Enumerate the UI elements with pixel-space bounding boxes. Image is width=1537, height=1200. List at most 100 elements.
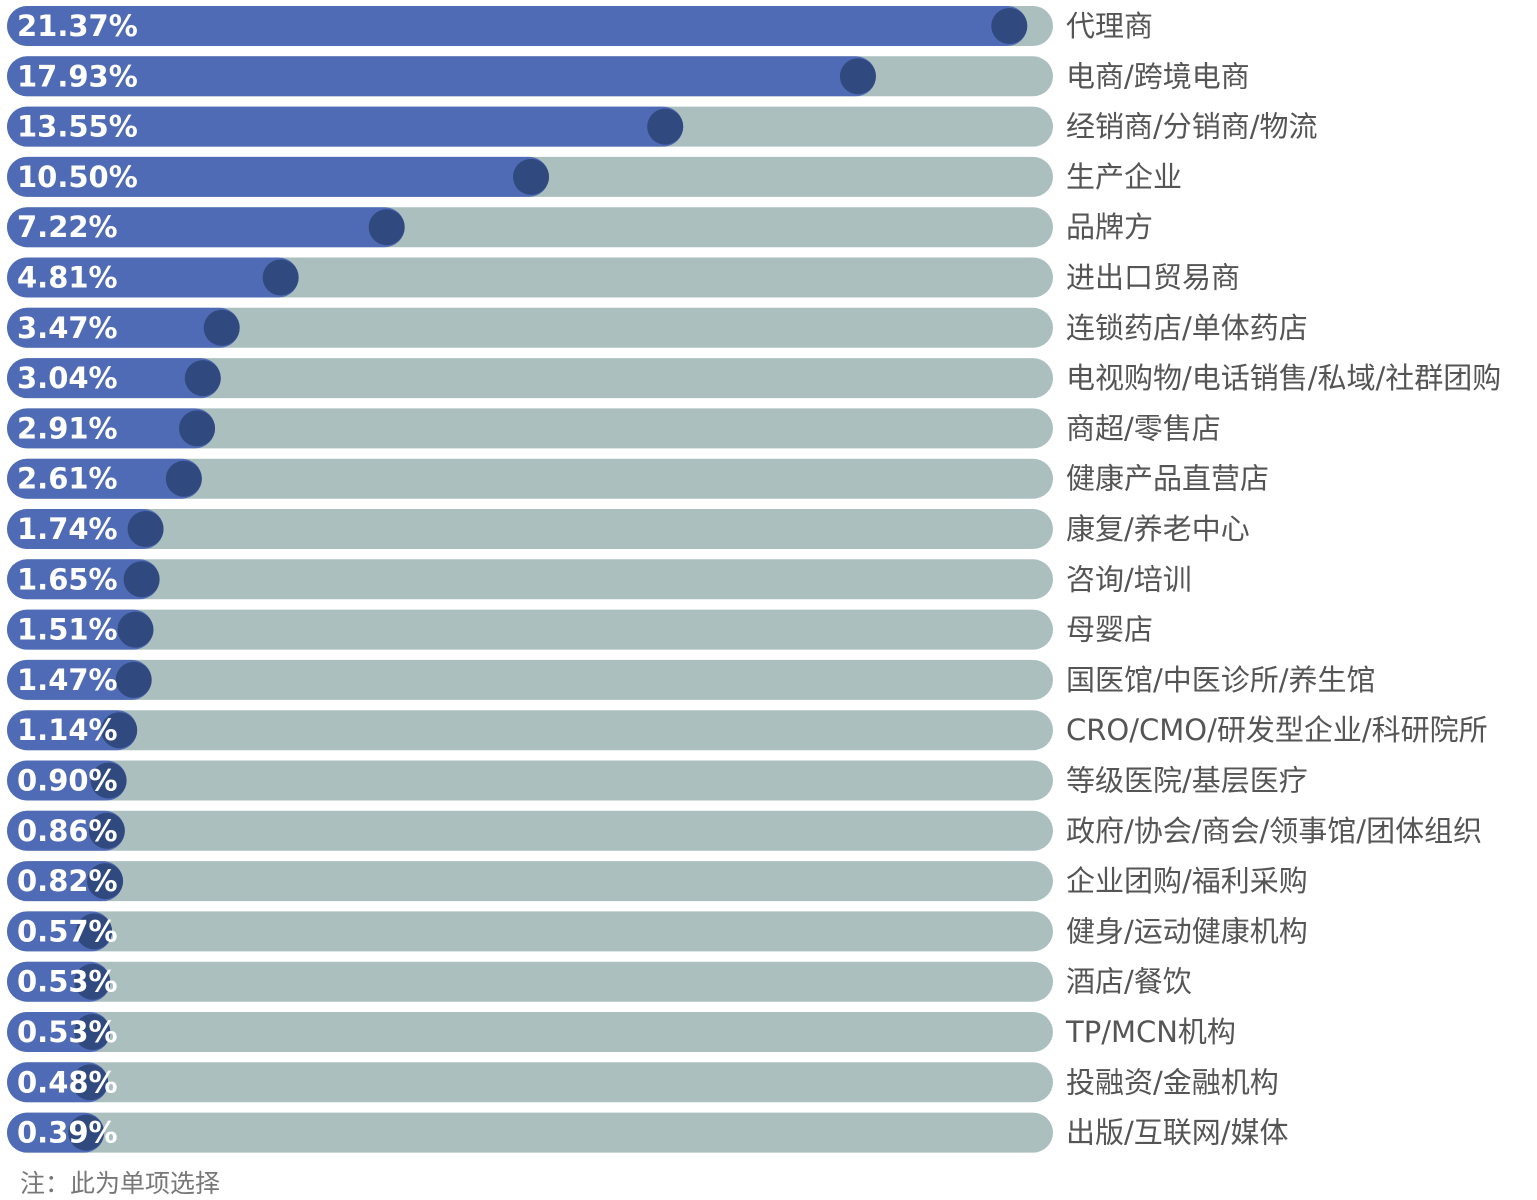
bar-track	[7, 509, 1053, 549]
bar-value-label: 3.04%	[17, 361, 118, 395]
bar-value-label: 0.53%	[17, 965, 118, 999]
bar-fill	[7, 56, 876, 97]
category-label: 康复/养老中心	[1066, 512, 1250, 546]
bar-value-label: 2.61%	[17, 462, 118, 496]
category-label: 出版/互联网/媒体	[1066, 1116, 1289, 1150]
bar-value-label: 17.93%	[17, 59, 138, 93]
bar-track	[7, 307, 1053, 348]
bar-end-marker	[839, 58, 876, 95]
bar-track	[7, 1112, 1053, 1153]
bar-value-label: 7.22%	[17, 210, 118, 244]
category-label: 电视购物/电话销售/私域/社群团购	[1066, 361, 1501, 395]
bar-track	[7, 810, 1053, 851]
category-label: 企业团购/福利采购	[1066, 864, 1308, 898]
category-label: 进出口贸易商	[1066, 261, 1240, 295]
bar-value-label: 2.91%	[17, 411, 118, 445]
bar-fill	[7, 156, 549, 197]
bar-fill	[7, 659, 152, 700]
bar-end-marker	[68, 1114, 105, 1151]
category-label: 连锁药店/单体药店	[1066, 311, 1308, 345]
category-label: 品牌方	[1066, 210, 1153, 244]
bar-end-marker	[991, 8, 1028, 44]
bar-fill	[7, 307, 240, 348]
bar-fill	[7, 106, 684, 147]
category-label: 咨询/培训	[1066, 562, 1192, 596]
bar-end-marker	[115, 661, 152, 698]
bar-value-label: 0.82%	[17, 864, 118, 898]
category-label: 国医馆/中医诊所/养生馆	[1066, 663, 1376, 697]
bar-chart: 21.37% 代理商 17.93% 电商/跨境电商 13.55% 经销商/分销商/物流 10…	[7, 6, 1501, 1153]
bar-value-label: 0.90%	[17, 764, 118, 798]
bar-value-label: 0.48%	[17, 1065, 118, 1099]
bar-end-marker	[647, 108, 684, 145]
category-label: 商超/零售店	[1066, 411, 1221, 445]
bar-track	[7, 659, 1053, 700]
category-label: 酒店/餐饮	[1066, 965, 1192, 999]
category-label: 电商/跨境电商	[1066, 59, 1250, 93]
bar-end-marker	[184, 360, 221, 397]
category-label: 健身/运动健康机构	[1066, 914, 1308, 948]
bar-end-marker	[74, 1014, 111, 1050]
category-label: 母婴店	[1066, 613, 1153, 647]
bar-fill	[7, 6, 1028, 46]
category-label: TP/MCN机构	[1065, 1015, 1236, 1049]
category-label: 等级医院/基层医疗	[1066, 764, 1308, 798]
bar-track	[7, 458, 1053, 499]
bar-value-label: 10.50%	[17, 160, 138, 194]
bar-end-marker	[87, 863, 124, 900]
category-label: 健康产品直营店	[1066, 462, 1269, 496]
bar-track	[7, 760, 1053, 801]
category-label: CRO/CMO/研发型企业/科研院所	[1066, 713, 1488, 747]
bar-track	[7, 961, 1053, 1002]
bar-value-label: 0.57%	[17, 914, 118, 948]
bar-track	[7, 408, 1053, 449]
bar-value-label: 1.14%	[17, 713, 118, 747]
bar-track	[7, 1062, 1053, 1103]
category-label: 代理商	[1066, 9, 1153, 43]
category-label: 投融资/金融机构	[1066, 1065, 1279, 1099]
bar-track	[7, 710, 1053, 751]
bar-fill	[7, 458, 202, 499]
category-label: 生产企业	[1066, 160, 1182, 194]
bar-track	[7, 559, 1053, 600]
bar-value-label: 1.74%	[17, 512, 118, 546]
bar-track	[7, 358, 1053, 399]
bar-value-label: 3.47%	[17, 311, 118, 345]
bar-end-marker	[179, 410, 216, 447]
bar-value-label: 0.86%	[17, 814, 118, 848]
category-label: 政府/协会/商会/领事馆/团体组织	[1066, 814, 1482, 848]
bar-value-label: 1.51%	[17, 613, 118, 647]
bar-fill	[7, 559, 160, 600]
bar-fill	[7, 509, 164, 549]
bar-value-label: 4.81%	[17, 261, 118, 295]
bar-track	[7, 1012, 1053, 1052]
bar-end-marker	[513, 158, 549, 195]
bar-fill	[7, 408, 216, 449]
chart-note: 注：此为单项选择	[20, 1169, 221, 1198]
bar-end-marker	[368, 209, 405, 246]
bar-track	[7, 609, 1053, 650]
bar-end-marker	[88, 812, 125, 849]
bar-end-marker	[262, 259, 299, 296]
bar-end-marker	[165, 460, 202, 497]
bar-end-marker	[117, 611, 154, 648]
category-label: 经销商/分销商/物流	[1066, 110, 1318, 144]
bar-track	[7, 911, 1053, 952]
bar-end-marker	[90, 762, 127, 799]
bar-end-marker	[72, 1064, 109, 1101]
bar-fill	[7, 358, 221, 399]
bar-fill	[7, 257, 299, 298]
bar-fill	[7, 609, 154, 650]
bar-fill	[7, 207, 405, 248]
bar-track	[7, 861, 1053, 902]
bar-end-marker	[76, 913, 113, 950]
bar-value-label: 1.47%	[17, 663, 118, 697]
bar-end-marker	[74, 963, 111, 1000]
bar-end-marker	[101, 712, 138, 749]
bar-value-label: 0.53%	[17, 1015, 118, 1049]
bar-value-label: 13.55%	[17, 110, 138, 144]
bar-value-label: 1.65%	[17, 562, 118, 596]
bar-end-marker	[127, 511, 164, 547]
bar-end-marker	[203, 309, 240, 346]
bar-end-marker	[123, 561, 160, 598]
